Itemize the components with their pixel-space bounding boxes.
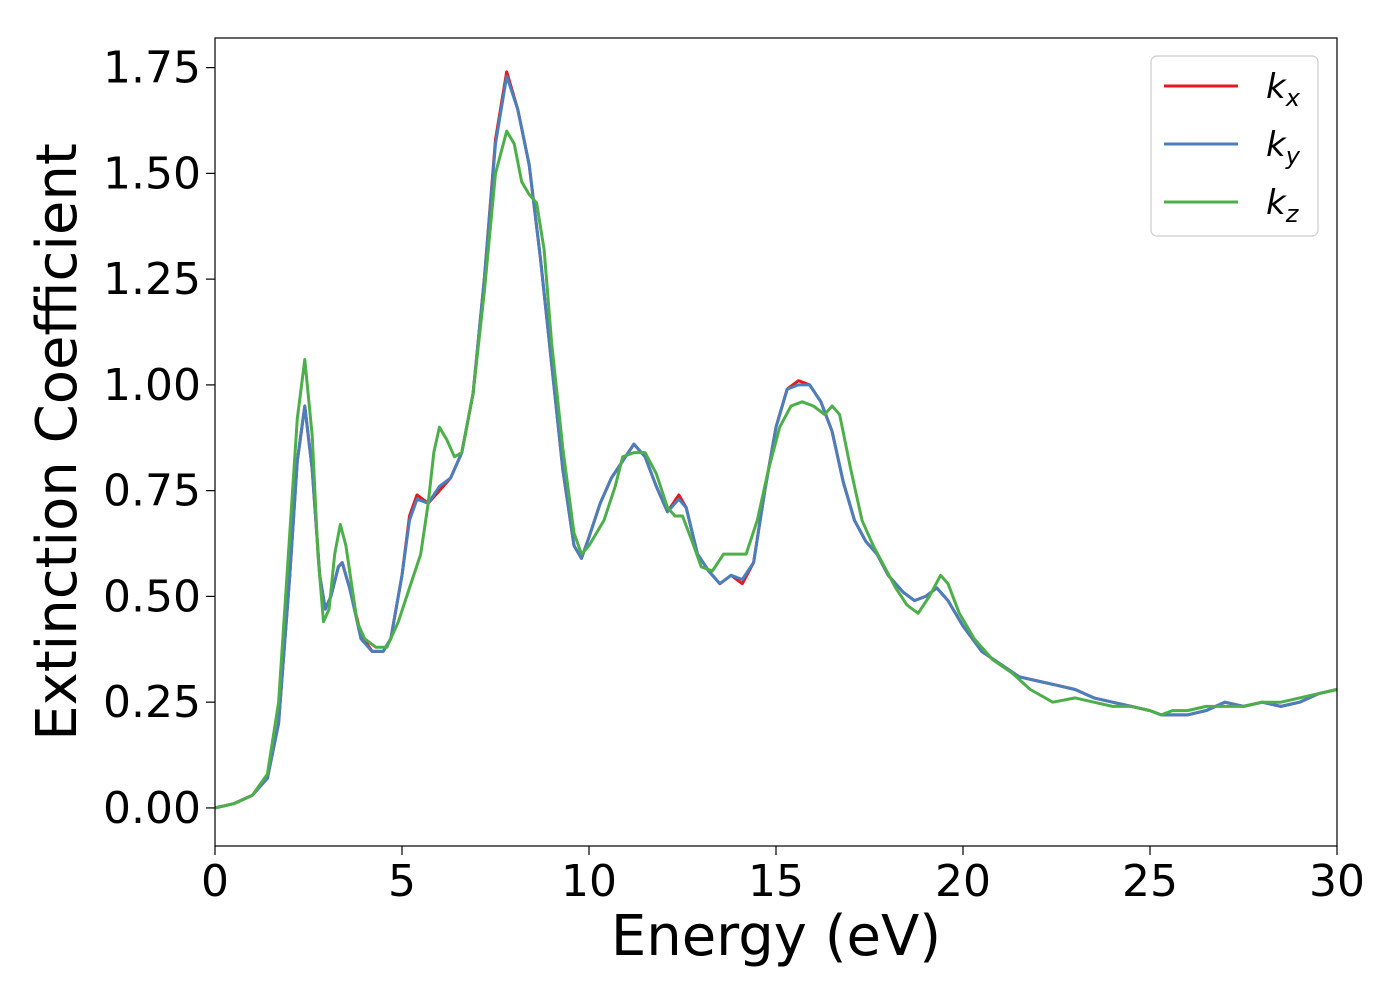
legend-label-kx: kx — [1266, 67, 1301, 112]
x-tick-label: 15 — [748, 856, 804, 907]
series-line-ky — [215, 74, 1337, 810]
y-tick-label: 0.25 — [103, 677, 201, 728]
x-axis-title: Energy (eV) — [611, 904, 941, 969]
y-tick-label: 0.00 — [103, 783, 201, 834]
legend-box — [1150, 55, 1319, 237]
x-tick-label: 5 — [388, 856, 416, 907]
y-tick-label: 1.50 — [103, 148, 201, 199]
x-tick-label: 30 — [1309, 856, 1365, 907]
x-tick-label: 25 — [1122, 856, 1178, 907]
x-axis: 0 5 10 15 20 25 30 — [201, 846, 1365, 907]
x-tick-label: 20 — [935, 856, 991, 907]
y-tick-label: 1.25 — [103, 254, 201, 305]
y-axis: 0.00 0.25 0.50 0.75 1.00 1.25 1.50 1.75 — [103, 43, 215, 834]
legend-label-ky: ky — [1266, 125, 1301, 170]
x-tick-label: 0 — [201, 856, 229, 907]
series-line-kz — [215, 129, 1337, 810]
legend-label-kz: kz — [1266, 183, 1300, 228]
x-tick-label: 10 — [561, 856, 617, 907]
y-tick-label: 0.75 — [103, 466, 201, 517]
y-axis-title: Extinction Coefficient — [25, 143, 90, 741]
y-tick-label: 1.00 — [103, 360, 201, 411]
series-layer — [215, 70, 1337, 810]
y-tick-label: 0.50 — [103, 571, 201, 622]
y-tick-label: 1.75 — [103, 43, 201, 94]
legend: kx ky kz — [1150, 55, 1319, 237]
